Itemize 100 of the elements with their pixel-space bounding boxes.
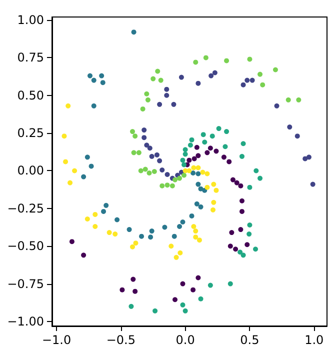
- point: [131, 150, 136, 156]
- point: [189, 137, 194, 142]
- point: [214, 188, 219, 193]
- point: [120, 287, 125, 292]
- point: [84, 154, 90, 160]
- point: [178, 74, 184, 80]
- point: [296, 97, 302, 102]
- point: [144, 142, 150, 148]
- point: [182, 152, 188, 157]
- point: [182, 172, 187, 178]
- point: [193, 234, 198, 240]
- point: [128, 304, 134, 309]
- point: [168, 244, 174, 249]
- point: [239, 208, 244, 214]
- point: [210, 207, 216, 212]
- point: [306, 154, 312, 160]
- point: [142, 135, 147, 140]
- point: [238, 250, 243, 255]
- point: [230, 177, 236, 182]
- point: [177, 176, 182, 181]
- point: [190, 287, 196, 292]
- point: [196, 182, 201, 187]
- x-tick-label: −0.5: [106, 333, 136, 347]
- point: [130, 129, 136, 134]
- point: [194, 201, 200, 206]
- x-tick-label: 0.0: [176, 333, 195, 347]
- point: [158, 78, 164, 83]
- point: [191, 165, 196, 170]
- point: [186, 168, 192, 174]
- point: [196, 165, 201, 170]
- point: [162, 224, 168, 230]
- point: [274, 103, 280, 108]
- point: [210, 134, 215, 139]
- point: [133, 240, 138, 246]
- point: [196, 238, 202, 243]
- point: [160, 167, 165, 172]
- point: [234, 180, 240, 186]
- point: [194, 144, 200, 150]
- point: [212, 70, 218, 76]
- point: [221, 154, 226, 160]
- point: [106, 230, 112, 236]
- point: [91, 78, 96, 83]
- point: [222, 144, 228, 150]
- point: [238, 227, 244, 232]
- y-tick-label: −0.25: [7, 201, 44, 216]
- point: [72, 168, 78, 174]
- point: [155, 68, 160, 74]
- point: [100, 80, 106, 86]
- point: [84, 216, 90, 222]
- point: [171, 102, 176, 107]
- point: [164, 182, 170, 188]
- point: [142, 166, 148, 172]
- point: [180, 219, 186, 224]
- point: [196, 275, 201, 280]
- point: [198, 296, 204, 302]
- point: [130, 276, 136, 282]
- point: [164, 86, 170, 92]
- point: [149, 154, 154, 159]
- point: [193, 60, 198, 65]
- point: [240, 82, 246, 88]
- point: [138, 168, 144, 174]
- point: [131, 30, 136, 35]
- y-tick-label: 0.75: [17, 50, 44, 65]
- point: [200, 132, 206, 138]
- point: [180, 302, 186, 308]
- point: [202, 140, 208, 145]
- x-tick-label: −1.0: [42, 333, 72, 347]
- point: [81, 252, 86, 258]
- point: [112, 232, 118, 237]
- y-tick-label: −0.50: [7, 239, 44, 254]
- point: [254, 168, 259, 174]
- point: [286, 97, 291, 102]
- point: [214, 148, 219, 154]
- point: [92, 212, 98, 217]
- point: [157, 158, 162, 164]
- point: [66, 103, 71, 108]
- point: [132, 288, 138, 294]
- point: [154, 152, 160, 158]
- point: [239, 198, 244, 204]
- point: [239, 154, 244, 159]
- point: [144, 91, 150, 96]
- point: [198, 204, 204, 210]
- point: [62, 134, 67, 139]
- point: [208, 73, 214, 78]
- point: [244, 78, 250, 83]
- point: [149, 228, 154, 234]
- x-tick-label: 0.5: [240, 333, 260, 347]
- point: [152, 308, 158, 314]
- point: [229, 230, 234, 236]
- point: [147, 146, 152, 151]
- point: [104, 202, 109, 208]
- point: [200, 170, 206, 175]
- point: [88, 73, 92, 78]
- point: [216, 126, 222, 132]
- point: [150, 76, 156, 82]
- point: [180, 281, 186, 286]
- point: [170, 183, 175, 188]
- point: [272, 67, 278, 72]
- point: [258, 72, 263, 77]
- point: [130, 244, 136, 250]
